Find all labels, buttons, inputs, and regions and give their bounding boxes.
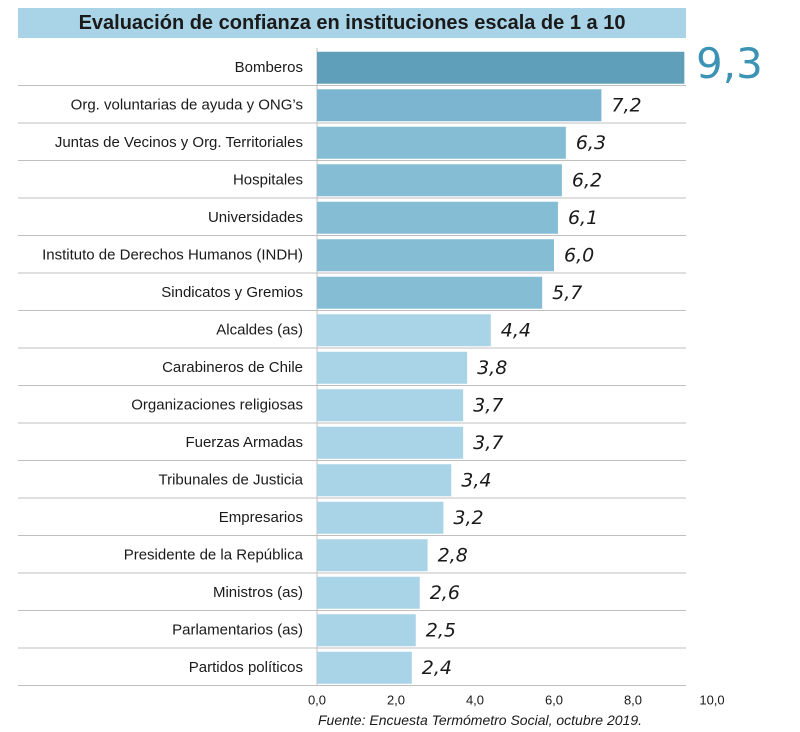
category-label: Instituto de Derechos Humanos (INDH) [42,246,303,263]
value-label: 3,8 [477,357,507,379]
bar [317,464,452,497]
value-label: 6,3 [576,132,606,154]
bar [317,576,420,609]
x-tick-label: 10,0 [699,693,724,708]
bar [317,201,558,234]
value-label: 3,2 [453,507,483,529]
value-label: 2,5 [426,619,456,641]
value-label: 6,0 [564,244,594,266]
category-label: Bomberos [235,59,303,76]
value-label: 5,7 [552,282,582,304]
bar [317,51,685,84]
category-label: Sindicatos y Gremios [161,284,303,301]
category-label: Org. voluntarias de ayuda y ONG’s [71,96,303,113]
value-label: 6,1 [568,207,598,229]
category-label: Empresarios [219,509,303,526]
category-label: Carabineros de Chile [162,359,303,376]
value-labels: 9,3 7,26,3 6,2 6,1 6,0 5,7 4,4 3,8 3,7 3,7 3,4 3,2 2… [422,39,763,679]
category-label: Organizaciones religiosas [131,396,303,413]
category-label: Tribunales de Justicia [158,471,303,488]
bar [317,276,543,309]
category-label: Hospitales [233,171,303,188]
category-label: Partidos políticos [189,659,303,676]
category-labels: Bomberos Org. voluntarias de ayuda y ONG’… [42,59,304,676]
x-tick-label: 8,0 [624,693,642,708]
bar [317,614,416,647]
category-label: Fuerzas Armadas [185,434,303,451]
x-tick-label: 0,0 [308,693,326,708]
value-label: 6,2 [572,169,602,191]
value-label: 2,8 [438,544,468,566]
bar [317,539,428,572]
x-axis-ticks: 0,0 2,0 4,0 6,0 8,0 10,0 [308,693,725,708]
category-label: Juntas de Vecinos y Org. Territoriales [55,134,303,151]
category-label: Universidades [208,209,303,226]
bar [317,164,562,197]
bar [317,239,554,272]
bar [317,501,444,534]
value-label: 2,6 [430,582,460,604]
category-label: Presidente de la República [124,546,304,563]
bar [317,389,464,422]
category-label: Alcaldes (as) [216,321,303,338]
category-label: Parlamentarios (as) [172,621,303,638]
value-label: 2,4 [422,657,452,679]
category-label: Ministros (as) [213,584,303,601]
chart-title: Evaluación de confianza en instituciones… [18,8,686,38]
bar [317,426,464,459]
value-label: 3,4 [461,469,491,491]
x-tick-label: 4,0 [466,693,484,708]
bar [317,126,566,159]
bar [317,651,412,684]
x-tick-label: 2,0 [387,693,405,708]
value-label: 3,7 [473,432,503,454]
bar [317,89,602,122]
value-label: 7,2 [611,94,641,116]
bar [317,351,468,384]
value-label: 4,4 [501,319,531,341]
bars [317,51,685,684]
value-label: 9,3 [696,39,763,88]
source-note: Fuente: Encuesta Termómetro Social, octu… [318,712,642,728]
value-label: 3,7 [473,394,503,416]
x-tick-label: 6,0 [545,693,563,708]
bar [317,314,491,347]
